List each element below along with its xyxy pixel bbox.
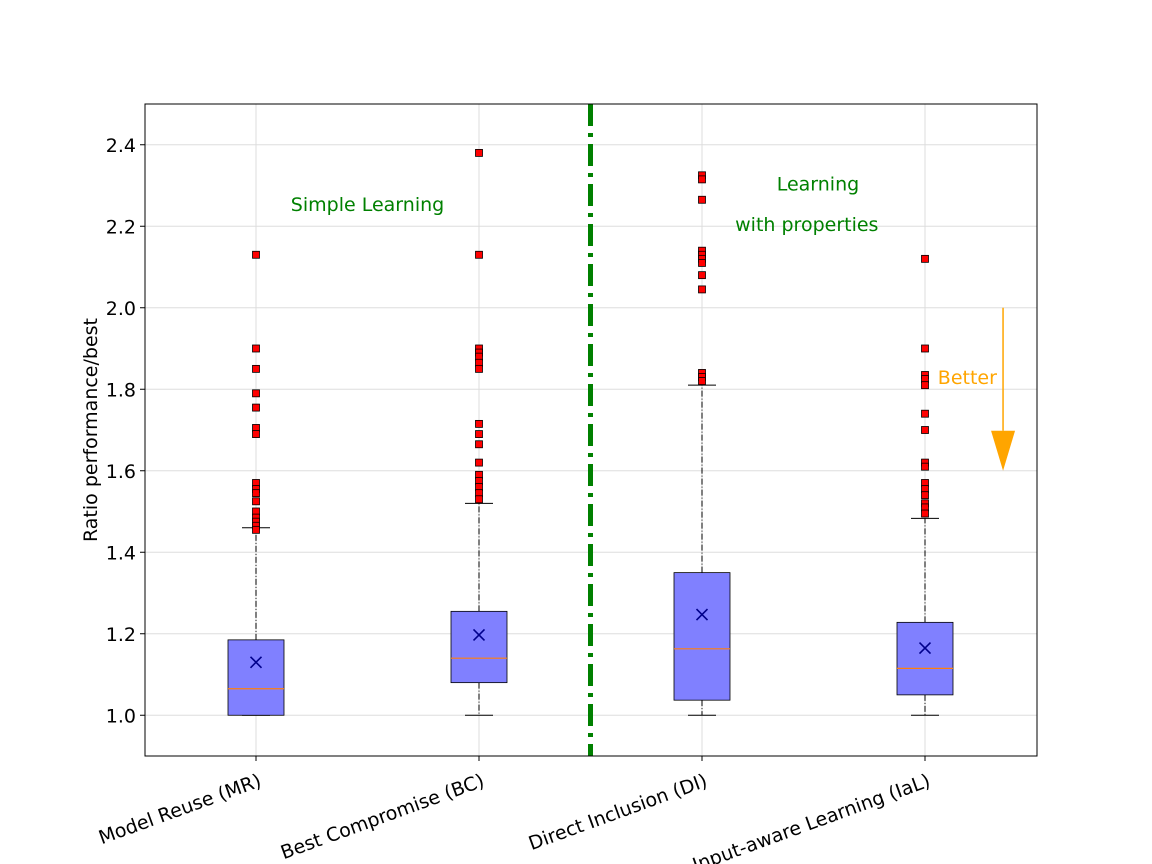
iqr-box: [896, 621, 954, 696]
y-tick-label: 1.4: [106, 542, 136, 564]
outlier-point: [698, 175, 706, 184]
y-tick-label: 2.0: [106, 298, 136, 320]
outlier-point: [921, 409, 929, 418]
y-tick-label: 1.8: [106, 379, 136, 401]
x-tick-label: Direct Inclusion (DI): [526, 770, 710, 855]
outlier-point: [475, 440, 483, 449]
outlier-point: [252, 250, 260, 259]
outlier-point: [698, 285, 706, 294]
outlier-point: [475, 458, 483, 467]
y-tick-label: 1.2: [106, 624, 136, 646]
box-group: [673, 171, 731, 716]
axes-layer: 1.0 1.2 1.4 1.6 1.8 2.0 2.2 2.4 Model Reuse (MR)…: [96, 135, 933, 864]
outlier-point: [475, 148, 483, 157]
outlier-point: [921, 462, 929, 471]
outlier-point: [698, 271, 706, 280]
outlier-point: [475, 495, 483, 504]
outlier-point: [475, 250, 483, 259]
outlier-point: [921, 344, 929, 353]
mean-marker: [918, 641, 932, 655]
x-tick-label: Input-aware Learning (IaL): [690, 770, 934, 864]
box-group: [227, 250, 285, 716]
mean-marker: [695, 608, 709, 621]
outlier-point: [475, 419, 483, 428]
outlier-point: [252, 430, 260, 438]
outlier-point: [252, 344, 260, 353]
iqr-box: [450, 610, 508, 684]
outlier-point: [475, 364, 483, 373]
outlier-point: [921, 426, 929, 434]
y-tick-label: 2.2: [106, 216, 136, 238]
y-axis-label: Ratio performance/best: [80, 318, 102, 542]
annotation-text: Better: [938, 367, 997, 389]
annotation-text: with properties: [735, 214, 878, 236]
iqr-box: [227, 639, 285, 716]
better-arrow-head: [991, 430, 1016, 471]
outlier-point: [252, 497, 260, 506]
box-group: [896, 254, 954, 716]
iqr-box: [673, 572, 731, 701]
boxes-layer: [227, 148, 954, 716]
annotations-layer: Simple Learning Learning with properties Be…: [291, 173, 1016, 471]
outlier-point: [252, 403, 260, 412]
y-tick-label: 1.6: [106, 461, 136, 483]
outlier-point: [921, 254, 929, 263]
outlier-point: [252, 489, 260, 498]
outlier-point: [252, 389, 260, 398]
outlier-point: [921, 381, 929, 390]
outlier-point: [698, 259, 706, 267]
mean-marker: [249, 656, 263, 669]
outlier-point: [921, 509, 929, 518]
box-group: [450, 148, 508, 716]
outlier-point: [921, 491, 929, 500]
outlier-point: [252, 364, 260, 373]
y-tick-label: 1.0: [106, 705, 136, 727]
annotation-text: Learning: [777, 173, 860, 195]
outlier-point: [252, 525, 260, 534]
outlier-point: [698, 377, 706, 386]
x-tick-label: Model Reuse (MR): [96, 770, 264, 849]
mean-marker: [472, 628, 486, 642]
x-tick-label: Best Compromise (BC): [278, 770, 487, 864]
outlier-point: [698, 195, 706, 204]
annotation-text: Simple Learning: [291, 194, 444, 216]
outlier-point: [475, 430, 483, 438]
y-tick-label: 2.4: [106, 135, 136, 157]
plot-frame: [144, 103, 1038, 757]
